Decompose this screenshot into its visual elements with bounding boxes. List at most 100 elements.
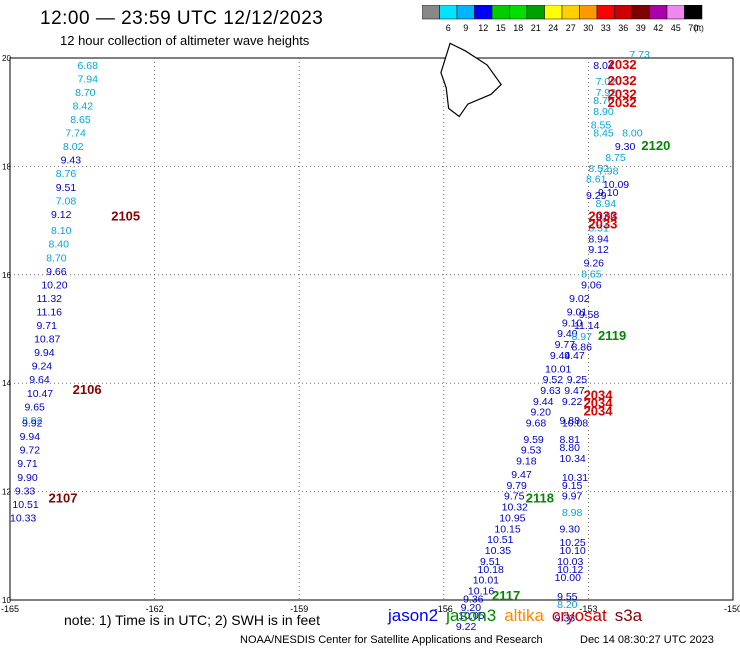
scale-tick-label: 24 — [548, 23, 558, 33]
wave-height-label: 9.51 — [56, 182, 77, 194]
wave-height-label: 8.92 — [22, 415, 43, 427]
wave-height-label: 10.10 — [559, 545, 585, 557]
wave-height-label: 8.10 — [51, 225, 72, 237]
pass-time-label: 2106 — [73, 382, 102, 397]
wave-height-label: 9.75 — [504, 491, 525, 503]
wave-height-label: 8.55 — [591, 119, 612, 131]
wave-height-label: 9.29 — [586, 190, 607, 202]
scale-tick-label: 33 — [601, 23, 611, 33]
wave-height-label: 8.31 — [588, 222, 609, 234]
wave-height-label: 10.09 — [603, 179, 629, 191]
wave-height-label: 8.70 — [593, 95, 614, 107]
wave-height-label: 8.65 — [70, 114, 91, 126]
scale-tick-label: 70 — [688, 23, 698, 33]
y-tick-label: 14 — [2, 379, 11, 388]
wave-height-label: 8.42 — [73, 100, 94, 112]
wave-height-label: 9.52 — [543, 374, 564, 386]
wave-height-label: 9.79 — [506, 480, 527, 492]
scale-tick-label: 9 — [463, 23, 468, 33]
wave-height-label: 11.32 — [37, 293, 63, 305]
y-tick-label: 18 — [2, 162, 11, 171]
pass-time-label: 2032 — [608, 57, 637, 72]
wave-height-label: 9.09 — [596, 212, 617, 224]
wave-height-label: 9.77 — [555, 339, 576, 351]
wave-height-label: 9.47 — [564, 350, 585, 362]
note-text: note: 1) Time is in UTC; 2) SWH is in fe… — [64, 612, 320, 628]
wave-height-label: 7.94 — [77, 73, 98, 85]
wave-height-label: 9.94 — [34, 347, 55, 359]
wave-height-label: 8.94 — [588, 233, 609, 245]
scale-tick-label: 21 — [531, 23, 541, 33]
wave-height-label: 8.90 — [593, 106, 614, 118]
wave-height-label: 9.33 — [555, 613, 576, 625]
wave-height-label: 10.01 — [473, 575, 499, 587]
wave-height-label: 8.04 — [593, 60, 614, 72]
wave-height-label: 8.98 — [562, 507, 583, 519]
wave-height-label: 8.97 — [572, 331, 593, 343]
wave-height-label: 9.30 — [559, 523, 580, 535]
wave-height-label: 9.58 — [579, 309, 600, 321]
chart-subtitle: 12 hour collection of altimeter wave hei… — [60, 33, 310, 48]
legend-entry-jason3: jason3 — [446, 606, 497, 625]
wave-height-label: 8.76 — [56, 168, 77, 180]
pass-time-label: 2034 — [584, 404, 614, 419]
scale-unit: (ft) — [694, 24, 704, 33]
wave-height-label: 9.01 — [567, 306, 588, 318]
wave-height-label: 7.73 — [629, 49, 650, 61]
wave-height-label: 9.71 — [17, 458, 38, 470]
wave-height-label: 10.00 — [555, 572, 581, 584]
color-scale-bar: 6 9 12 15 18 21 24 27 30 33 36 39 42 45 70(ft) — [422, 5, 704, 33]
x-tick-label: -159 — [290, 604, 308, 614]
wave-height-label: 9.47 — [564, 385, 585, 397]
wave-height-label: 9.64 — [29, 374, 50, 386]
x-tick-label: -162 — [146, 604, 164, 614]
plot-frame — [9, 57, 734, 601]
wave-height-label: 8.80 — [559, 442, 580, 454]
wave-height-label: 9.40 — [557, 328, 578, 340]
wave-height-label: 8.20 — [557, 599, 578, 611]
y-tick-label: 12 — [2, 488, 11, 497]
wave-height-label: 9.51 — [480, 556, 501, 568]
scale-tick-label: 15 — [496, 23, 506, 33]
pass-time-label: 2107 — [49, 490, 78, 505]
pass-time-label: 2119 — [598, 328, 626, 343]
wave-height-label: 9.43 — [61, 155, 82, 167]
wave-height-label: 9.90 — [17, 472, 38, 484]
scale-tick-label: 12 — [478, 23, 488, 33]
wave-height-label: 9.68 — [526, 418, 547, 430]
wave-height-label: 10.34 — [559, 453, 585, 465]
wave-height-label: 7.92 — [596, 87, 617, 99]
wave-height-label: 9.63 — [540, 385, 561, 397]
wave-height-label: 9.59 — [523, 434, 544, 446]
chart-title: 12:00 — 23:59 UTC 12/12/2023 — [40, 8, 324, 29]
wave-height-label: 8.52 — [588, 163, 609, 175]
y-tick-label: 16 — [2, 271, 11, 280]
wave-height-label: 8.70 — [46, 252, 67, 264]
wave-height-label: 10.18 — [478, 564, 504, 576]
legend-entry-jason2: jason2 — [388, 606, 439, 625]
wave-height-label: 10.25 — [559, 537, 585, 549]
scale-tick-label: 27 — [566, 23, 576, 33]
coastline-hawaii — [440, 42, 502, 118]
footer-credit: NOAA/NESDIS Center for Satellite Applica… — [240, 634, 543, 646]
legend-entry-altika: altika — [504, 606, 544, 625]
pass-time-label: 2034 — [584, 387, 614, 402]
wave-height-label: 10.08 — [562, 418, 588, 430]
wave-height-label: 9.88 — [559, 415, 580, 427]
wave-height-label: 8.40 — [49, 239, 70, 251]
wave-height-label: 10.12 — [557, 564, 583, 576]
wave-height-label: 10.47 — [27, 388, 53, 400]
wave-height-label: 9.33 — [15, 485, 36, 497]
wave-height-label: 7.98 — [598, 166, 619, 178]
wave-height-label: 10.33 — [10, 512, 36, 524]
wave-height-label: 9.26 — [584, 258, 605, 270]
pass-time-label: 2118 — [526, 490, 554, 505]
wave-height-label: 10.95 — [499, 512, 525, 524]
wave-height-label: 9.47 — [511, 469, 532, 481]
wave-height-label: 8.86 — [572, 342, 593, 354]
wave-height-label: 9.24 — [32, 361, 53, 373]
pass-time-label: 2032 — [608, 73, 637, 88]
wave-height-label: 11.16 — [37, 306, 63, 318]
scale-tick-label: 42 — [653, 23, 663, 33]
wave-height-label: 8.81 — [559, 434, 580, 446]
